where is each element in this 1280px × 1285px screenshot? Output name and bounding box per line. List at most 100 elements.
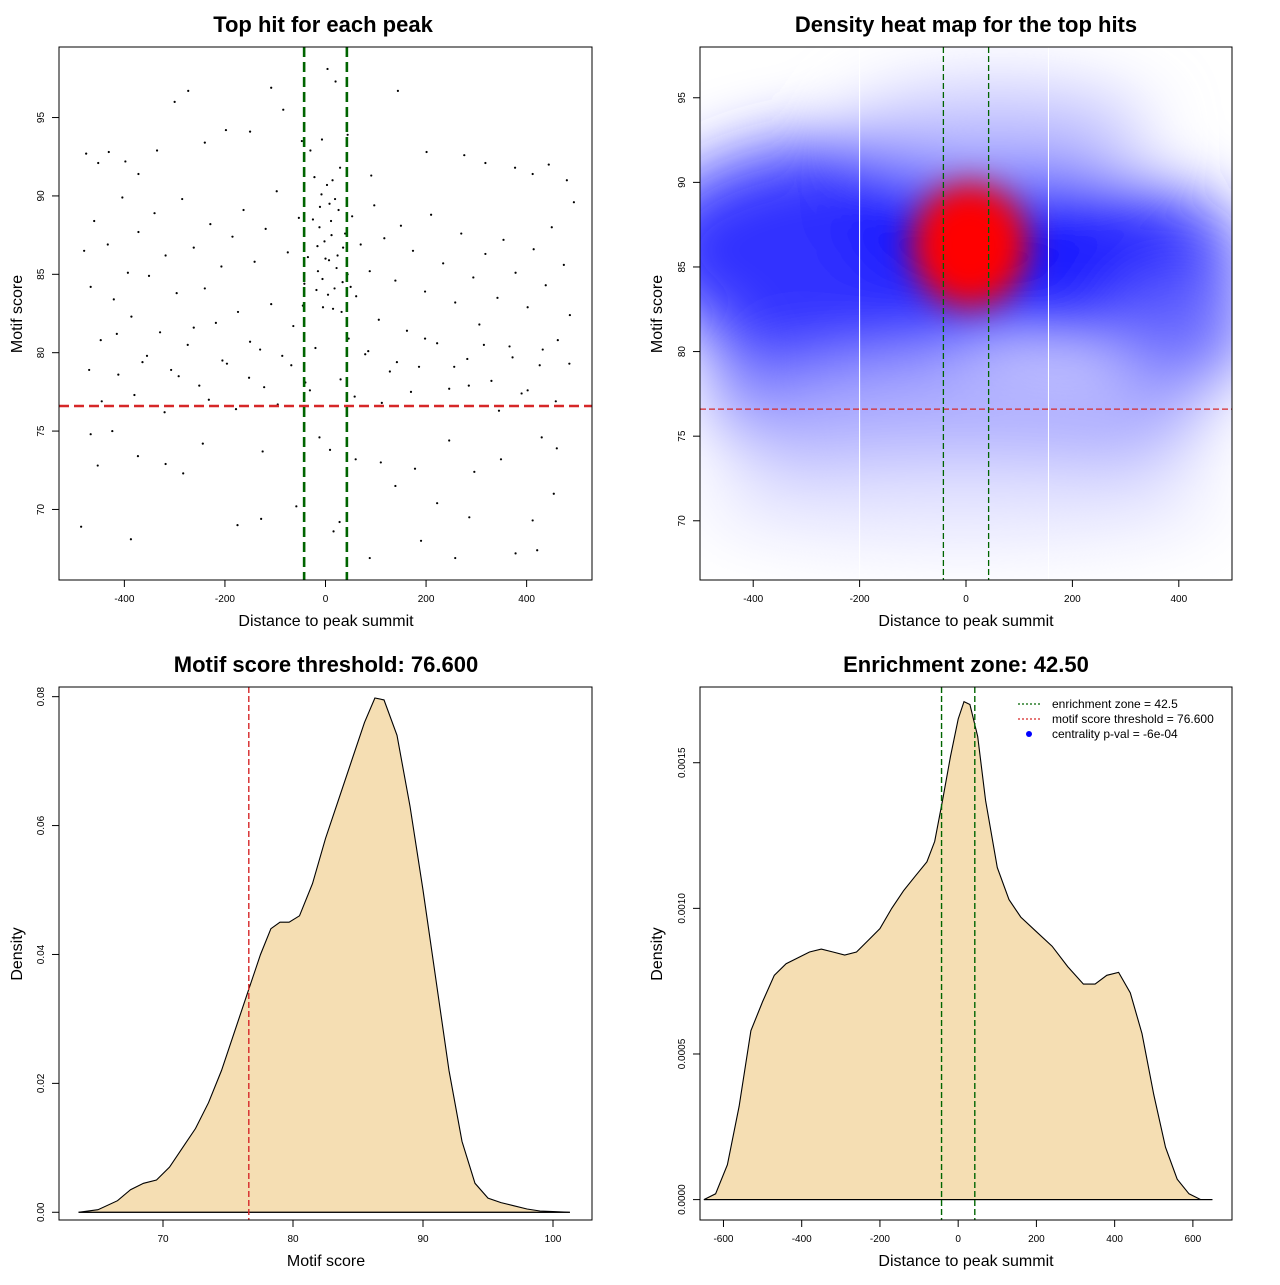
scatter-point (261, 450, 264, 453)
scatter-point (313, 176, 316, 179)
scatter-point (341, 246, 345, 249)
scatter-point (429, 213, 433, 216)
scatter-point (327, 259, 331, 262)
scatter-point (453, 365, 456, 368)
scatter-point (275, 190, 278, 193)
scatter-point (201, 442, 204, 445)
scatter-point (316, 244, 319, 248)
scatter-point (379, 461, 382, 464)
scatter-point (532, 248, 535, 251)
scatter-point (124, 160, 127, 163)
scatter-point (497, 409, 501, 412)
scatter-point (300, 139, 303, 143)
scatter-point (231, 235, 234, 238)
scatter-point (568, 313, 571, 317)
x-tick-label: 0 (955, 1234, 961, 1245)
scatter-point (448, 439, 451, 442)
scatter-point (340, 310, 343, 314)
scatter-point (242, 208, 245, 212)
scatter-point (496, 296, 499, 299)
scatter-point (264, 227, 267, 230)
scatter-point (111, 429, 114, 433)
scatter-point (473, 470, 476, 473)
x-tick-label: 400 (1106, 1234, 1123, 1245)
axes: 70 80 90 100 0.00 0.02 0.04 0.06 0.08 (36, 687, 562, 1245)
scatter-point (130, 315, 133, 318)
scatter-point (328, 202, 331, 205)
scatter-point (514, 552, 517, 555)
scatter-point (460, 232, 463, 235)
scatter-point (436, 502, 439, 505)
x-tick-label: 90 (417, 1234, 429, 1245)
y-tick-label: 75 (677, 430, 688, 442)
scatter-point (368, 270, 371, 273)
x-axis-label: Distance to peak summit (878, 1253, 1054, 1270)
chart-title: Motif score threshold: 76.600 (174, 652, 478, 677)
scatter-point (308, 389, 312, 392)
scatter-point (520, 392, 523, 395)
scatter-point (554, 400, 557, 403)
y-tick-label: 0.04 (36, 944, 47, 964)
scatter-point (236, 524, 239, 527)
scatter-point (303, 282, 306, 285)
density-heat-map (700, 47, 1232, 580)
plot-frame (58, 686, 593, 1221)
scatter-point (396, 89, 400, 92)
y-axis-label: Density (9, 927, 26, 980)
scatter-point (338, 166, 342, 169)
x-tick-label: 80 (287, 1234, 299, 1245)
legend: enrichment zone = 42.5 motif score thres… (1018, 697, 1214, 741)
scatter-point (467, 384, 470, 387)
y-tick-label: 0.02 (36, 1073, 47, 1093)
scatter-point (336, 254, 339, 257)
scatter-point (399, 224, 403, 227)
scatter-point (526, 389, 529, 392)
scatter-point (454, 556, 457, 560)
scatter-point (466, 357, 469, 361)
scatter-point (513, 166, 517, 169)
scatter-point (526, 306, 529, 309)
scatter-point (531, 172, 534, 176)
scatter-point (373, 204, 376, 207)
plot-frame (699, 686, 1233, 1221)
scatter-point (321, 306, 325, 309)
scatter-point (413, 467, 417, 470)
scatter-point (192, 326, 195, 329)
y-tick-label: 0.0015 (677, 747, 688, 778)
y-axis-label: Motif score (9, 275, 26, 353)
axes: -400 -200 0 200 400 70 75 80 85 90 95 (677, 92, 1188, 605)
scatter-point (326, 67, 329, 71)
reference-lines (700, 47, 1232, 580)
scatter-point (234, 408, 238, 411)
scatter-point (341, 281, 344, 284)
scatter-point (333, 287, 336, 290)
x-tick-label: -600 (713, 1234, 733, 1245)
scatter-point (309, 149, 312, 152)
scatter-point (572, 201, 575, 204)
scatter-point (565, 179, 568, 182)
scatter-point (423, 337, 427, 340)
scatter-point (175, 292, 178, 295)
scatter-point (253, 260, 256, 263)
scatter-point (85, 152, 88, 155)
scatter-point (411, 249, 415, 252)
scatter-point (388, 370, 391, 373)
legend-pval-swatch (1026, 731, 1032, 737)
scatter-point (155, 149, 159, 152)
scatter-point (331, 307, 335, 310)
scatter-point (93, 219, 96, 223)
scatter-point (186, 343, 189, 346)
scatter-point (484, 252, 487, 256)
scatter-point (80, 525, 83, 528)
scatter-point (260, 517, 263, 520)
scatter-point (547, 163, 550, 166)
scatter-point (259, 348, 262, 351)
scatter-point (552, 492, 555, 495)
scatter-point (536, 549, 539, 552)
scatter-point (221, 359, 224, 362)
scatter-point (383, 237, 386, 240)
x-tick-label: 400 (1170, 594, 1187, 605)
scatter-point (214, 321, 217, 325)
x-tick-label: 200 (1064, 594, 1081, 605)
